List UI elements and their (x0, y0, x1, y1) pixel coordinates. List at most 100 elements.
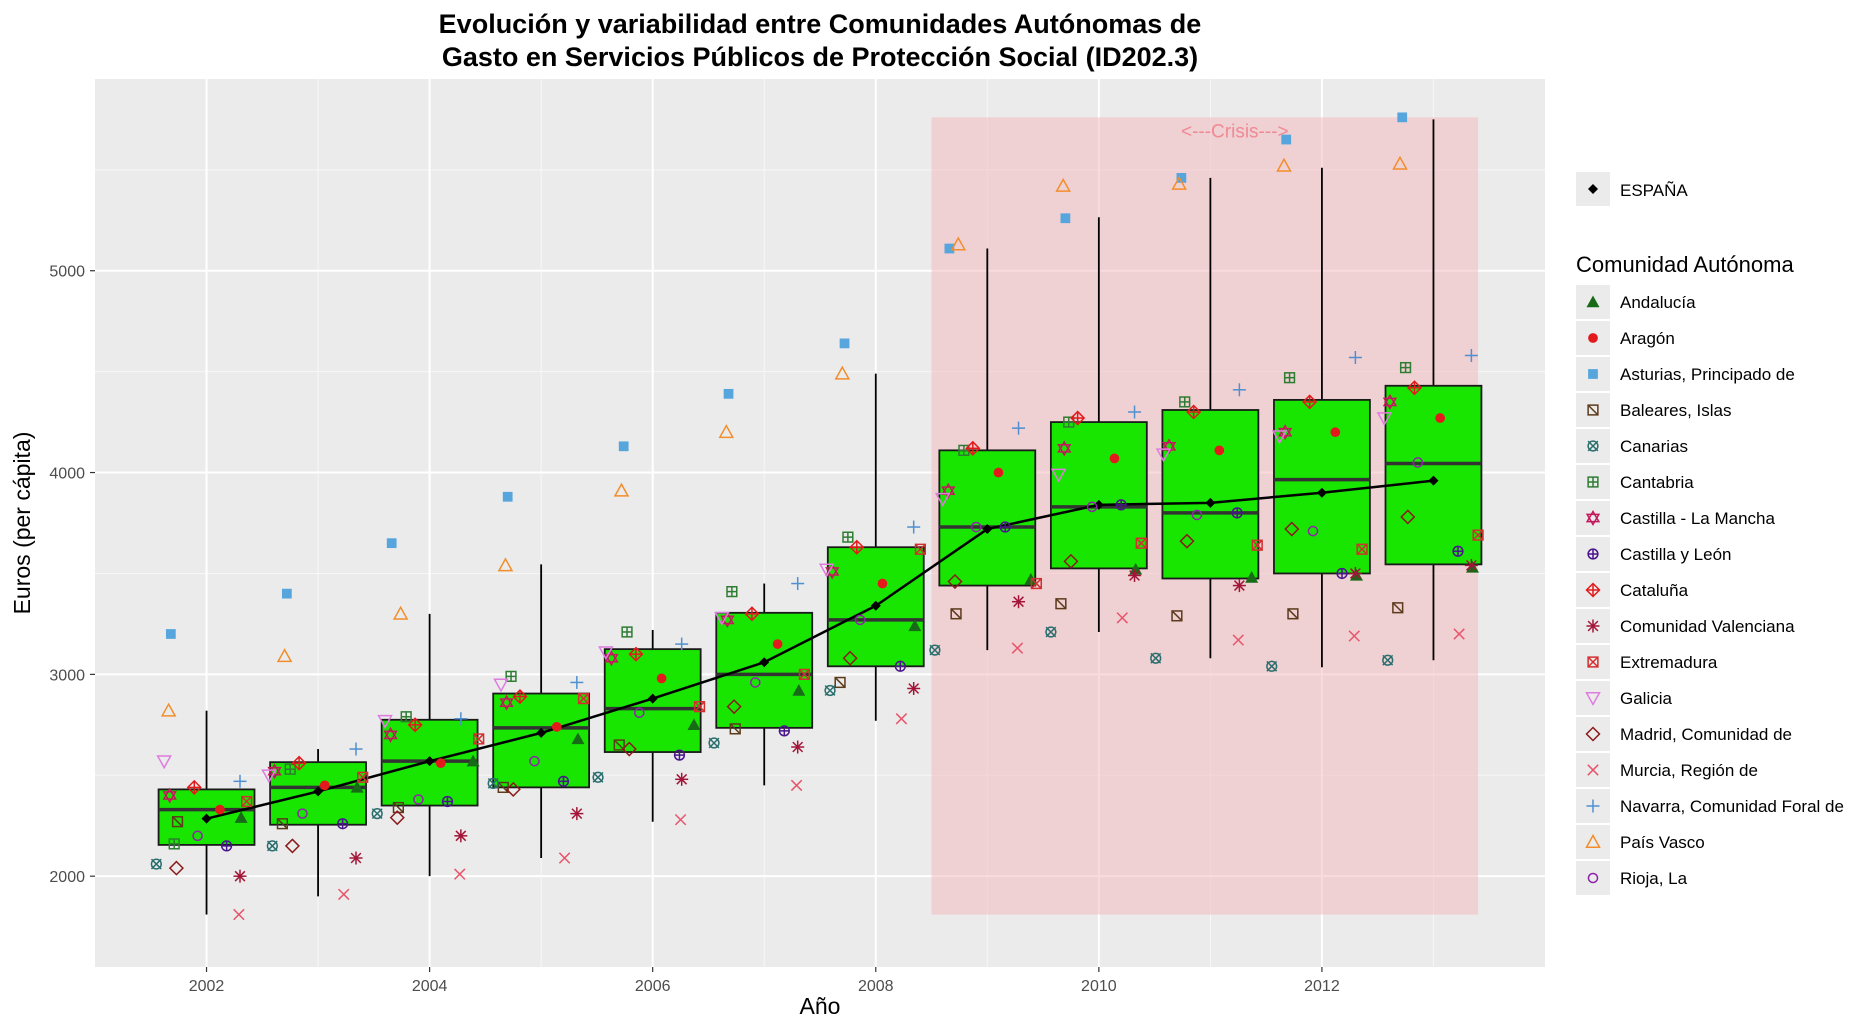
legend-label-murcia-region-de: Murcia, Región de (1620, 761, 1758, 780)
legend-title: Comunidad Autónoma (1576, 252, 1794, 277)
legend-label-comunidad-valenciana: Comunidad Valenciana (1620, 617, 1795, 636)
point-asturias-principado-de-2011 (1176, 173, 1187, 183)
point-murcia-region-de-2012 (1348, 630, 1360, 642)
x-tick-label: 2010 (1081, 978, 1117, 995)
boxplot-2011 (1161, 177, 1260, 659)
legend-key (1576, 501, 1610, 535)
point-andalucia-2005 (571, 732, 585, 745)
point-andalucia-2003 (350, 780, 364, 793)
legend-symbol-rioja-la (1587, 872, 1599, 884)
point-canarias-2007 (708, 737, 720, 749)
point-canarias-2011 (1150, 652, 1162, 664)
legend-key (1576, 861, 1610, 895)
point-cataluna-2013 (1406, 380, 1423, 396)
espana-point-2002 (201, 813, 212, 824)
point-madrid-comunidad-de-2010 (1063, 553, 1079, 569)
point-cantabria-2012 (1283, 372, 1296, 384)
point-galicia-2002 (156, 755, 172, 770)
point-murcia-region-de-2006 (674, 813, 687, 826)
point-cataluna-2008 (849, 539, 865, 555)
legend-item-castilla-la-mancha: Castilla - La Mancha (1576, 501, 1776, 535)
point-andalucia-2002 (234, 811, 248, 823)
point-cataluna-2009 (965, 440, 981, 456)
point-canarias-2005 (487, 777, 499, 789)
point-cataluna-2005 (512, 689, 528, 705)
point-castilla-y-leon-2004 (441, 795, 454, 808)
point-rioja-la-2009 (970, 521, 982, 533)
point-baleares-islas-2010 (1055, 598, 1067, 610)
point-castilla-y-leon-2012 (1336, 567, 1348, 580)
boxplot-2010 (1049, 217, 1148, 632)
legend-item-rioja-la: Rioja, La (1576, 861, 1688, 895)
legend-item-murcia-region-de: Murcia, Región de (1576, 753, 1758, 787)
x-tick-label: 2008 (858, 978, 894, 995)
point-madrid-comunidad-de-2005 (505, 781, 521, 797)
legend-label-aragon: Aragón (1620, 329, 1675, 348)
point-canarias-2006 (592, 771, 604, 783)
x-axis-title: Año (800, 993, 841, 1019)
legend-item-castilla-y-leon: Castilla y León (1576, 537, 1732, 571)
point-navarra-comunidad-foral-de-2010 (1128, 405, 1142, 419)
legend-label-cantabria: Cantabria (1620, 473, 1694, 492)
espana-point-2013 (1428, 475, 1439, 486)
point-cataluna-2012 (1302, 394, 1318, 410)
point-pais-vasco-2002 (160, 702, 177, 717)
point-castilla-y-leon-2011 (1231, 507, 1243, 519)
legend-item-andalucia: Andalucía (1576, 285, 1696, 319)
point-cataluna-2004 (407, 717, 423, 733)
point-rioja-la-2008 (854, 614, 866, 626)
point-comunidad-valenciana-2008 (907, 681, 921, 695)
box-iqr (269, 761, 367, 826)
point-navarra-comunidad-foral-de-2009 (1012, 421, 1026, 435)
point-pais-vasco-2008 (834, 365, 851, 380)
legend-item-extremadura: Extremadura (1576, 645, 1718, 679)
espana-point-2012 (1316, 487, 1327, 498)
point-canarias-2013 (1382, 654, 1394, 666)
point-asturias-principado-de-2004 (386, 538, 397, 549)
chart-title-line-1: Evolución y variabilidad entre Comunidad… (439, 9, 1202, 39)
point-extremadura-2013 (1472, 529, 1484, 541)
legend-label-baleares-islas: Baleares, Islas (1620, 401, 1732, 420)
point-castilla-la-mancha-2004 (383, 726, 398, 743)
boxplot-2007 (715, 583, 814, 786)
point-galicia-2009 (934, 492, 951, 507)
legend-symbol-asturias-principado-de (1588, 369, 1598, 379)
point-castilla-y-leon-2010 (1115, 499, 1127, 511)
box-iqr (1384, 384, 1483, 566)
point-cantabria-2005 (505, 670, 517, 683)
point-comunidad-valenciana-2013 (1464, 558, 1478, 572)
y-tick-label: 3000 (49, 667, 85, 684)
point-rioja-la-2011 (1191, 509, 1203, 521)
x-tick-label: 2006 (635, 978, 671, 995)
legend-label-rioja-la: Rioja, La (1620, 869, 1688, 888)
espana-point-2003 (313, 786, 324, 797)
point-extremadura-2005 (577, 692, 590, 705)
chart-title-line-2: Gasto en Servicios Públicos de Protecció… (442, 42, 1198, 72)
point-galicia-2013 (1376, 412, 1393, 427)
point-aragon-2009 (993, 467, 1004, 478)
point-madrid-comunidad-de-2003 (284, 838, 300, 854)
point-comunidad-valenciana-2009 (1012, 595, 1026, 609)
point-murcia-region-de-2007 (790, 779, 803, 792)
point-rioja-la-2010 (1086, 501, 1098, 513)
point-cantabria-2010 (1063, 416, 1075, 428)
point-madrid-comunidad-de-2013 (1400, 509, 1416, 525)
point-rioja-la-2013 (1412, 457, 1424, 468)
point-canarias-2012 (1266, 660, 1278, 672)
point-rioja-la-2002 (192, 830, 203, 842)
legend-item-asturias-principado-de: Asturias, Principado de (1576, 357, 1795, 391)
point-castilla-y-leon-2005 (557, 775, 570, 787)
legend-item-cataluna: Cataluña (1576, 573, 1689, 607)
point-galicia-2003 (261, 769, 277, 784)
legend-symbol-castilla-la-mancha (1585, 510, 1601, 526)
point-andalucia-2007 (792, 684, 806, 696)
point-asturias-principado-de-2012 (1281, 134, 1292, 145)
point-murcia-region-de-2011 (1232, 634, 1244, 646)
axis-layer: 2000 3000 4000 5000 2002 2004 2006 2008 2010 2012 (49, 264, 1339, 995)
point-castilla-la-mancha-2002 (162, 787, 177, 804)
point-baleares-islas-2008 (834, 676, 846, 689)
point-navarra-comunidad-foral-de-2002 (233, 774, 247, 788)
legend-symbol-cantabria (1587, 476, 1599, 488)
point-murcia-region-de-2003 (338, 888, 350, 901)
point-canarias-2009 (929, 644, 941, 656)
